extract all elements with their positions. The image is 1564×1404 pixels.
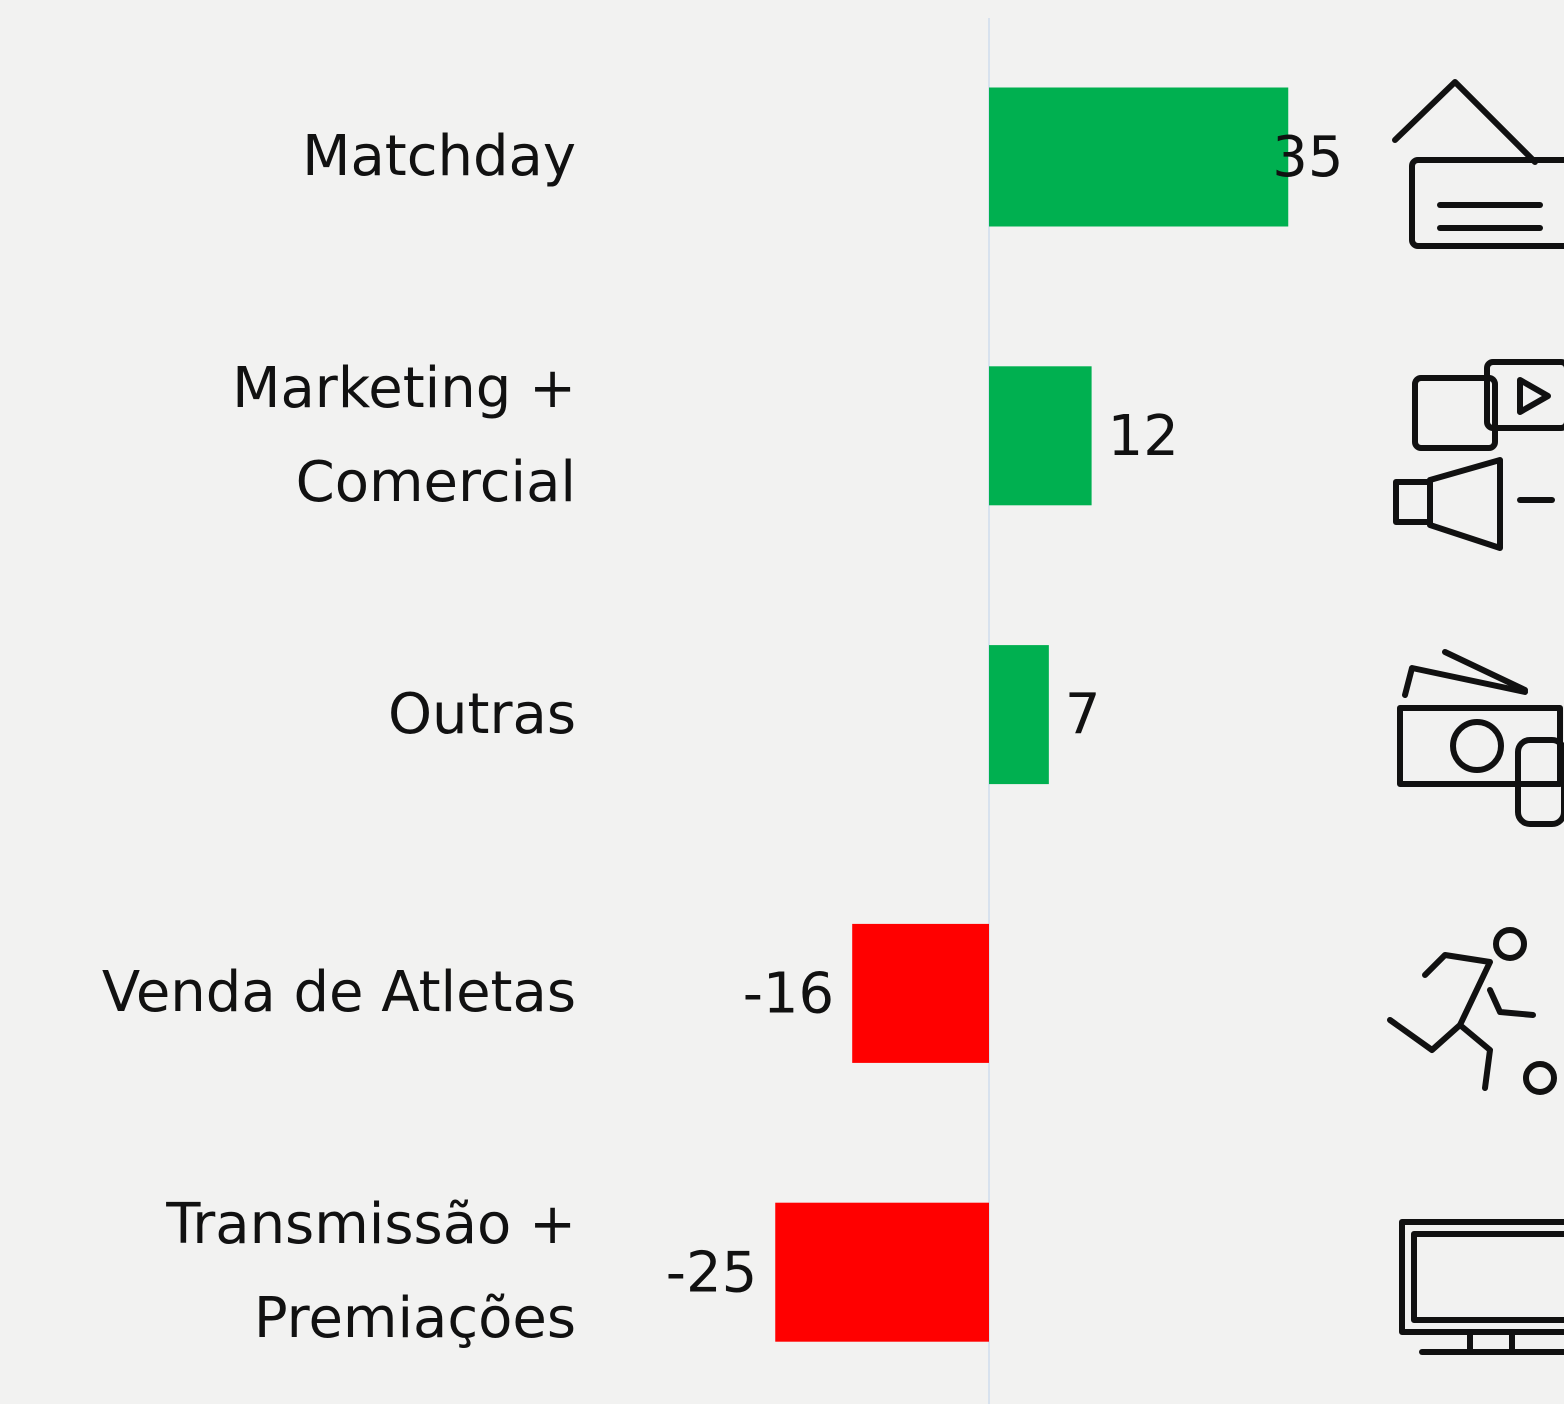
ticket-icon: [1392, 79, 1564, 249]
value-label: 35: [1272, 125, 1343, 190]
bar: [989, 366, 1092, 506]
value-label: 7: [1065, 683, 1101, 748]
tv-icon: [1399, 1219, 1564, 1355]
value-label: -16: [743, 962, 834, 1027]
category-label: Venda de Atletas: [101, 960, 576, 1026]
value-label: 12: [1108, 404, 1179, 469]
value-label: -25: [666, 1240, 757, 1305]
bar: [775, 1202, 989, 1342]
category-label: Matchday: [302, 124, 576, 189]
category-label: Outras: [387, 681, 576, 747]
category-label: Marketing + Comercial: [232, 355, 576, 515]
money-icon: [1397, 649, 1564, 827]
bar: [989, 87, 1289, 227]
marketing-icon: [1393, 359, 1564, 551]
bar: [989, 645, 1049, 785]
athlete-icon: [1387, 927, 1557, 1095]
category-label: Transmissão + Premiações: [166, 1192, 576, 1352]
bar: [852, 923, 989, 1063]
